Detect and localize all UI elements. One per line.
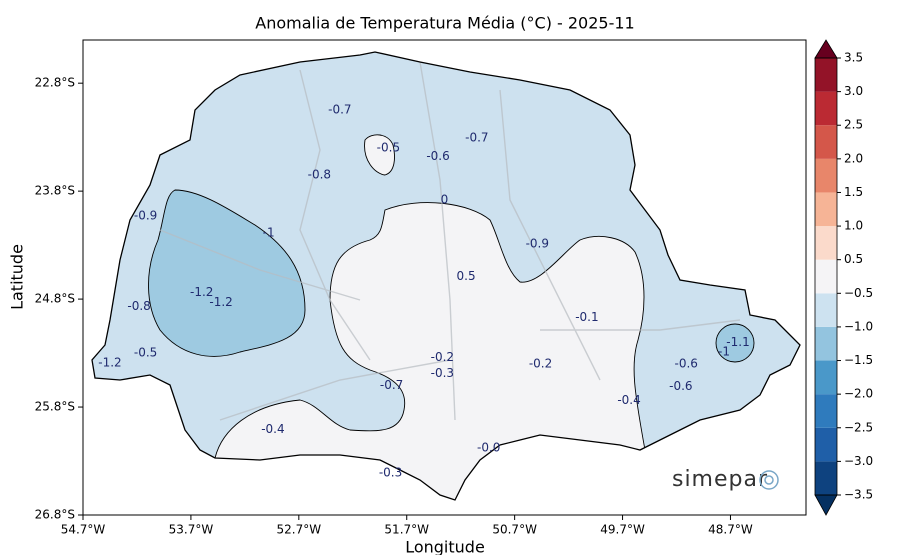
colorbar-bin xyxy=(815,326,837,361)
colorbar-bin xyxy=(815,58,837,92)
contour-label: -0.6 xyxy=(426,149,449,163)
contour-label: -0.9 xyxy=(526,237,549,251)
colorbar-bin xyxy=(815,394,837,428)
contour-label: 0 xyxy=(441,192,449,206)
contour-label: -0.2 xyxy=(529,356,552,370)
contour-label: -1 xyxy=(718,344,730,358)
state-border xyxy=(91,51,801,501)
contour-label: -1.2 xyxy=(190,285,213,299)
colorbar-tick-label: 2.5 xyxy=(844,118,863,132)
x-tick-label: 50.7°W xyxy=(492,523,537,537)
colorbar-bin xyxy=(815,293,837,327)
region-fill xyxy=(198,202,646,500)
region-border xyxy=(159,61,741,421)
x-tick-label: 51.7°W xyxy=(384,523,429,537)
x-tick-label: 53.7°W xyxy=(169,523,214,537)
x-tick-label: 48.7°W xyxy=(708,523,753,537)
contour-label: 0.5 xyxy=(457,269,476,283)
plot-frame xyxy=(82,39,807,516)
colorbar-bin xyxy=(815,461,837,495)
x-tick-label: 54.7°W xyxy=(61,523,106,537)
y-tick-label: 24.8°S xyxy=(35,292,75,306)
y-axis-label: Latitude xyxy=(8,244,27,310)
contour-label: -0.0 xyxy=(477,441,500,455)
colorbar-tick-label: −3.5 xyxy=(844,488,873,502)
colorbar-under xyxy=(814,494,838,516)
contour-label: -0.6 xyxy=(675,356,698,370)
colorbar-tick-label: −3.0 xyxy=(844,454,873,468)
region-fill xyxy=(715,323,755,363)
colorbar-tick-label: 1.5 xyxy=(844,185,863,199)
region-fill xyxy=(148,189,306,357)
colorbar-over xyxy=(814,39,838,59)
contour-label: -0.3 xyxy=(379,465,402,479)
colorbar-bin xyxy=(815,259,837,294)
x-tick-label: 52.7°W xyxy=(277,523,322,537)
colorbar-bin xyxy=(815,360,837,395)
x-axis-label: Longitude xyxy=(405,538,485,556)
colorbar-bin xyxy=(815,192,837,227)
colorbar-bin xyxy=(815,226,837,260)
contour-label: -1.2 xyxy=(209,295,232,309)
contour-label: -0.2 xyxy=(431,350,454,364)
colorbar-bin xyxy=(815,125,837,159)
y-tick-label: 22.8°S xyxy=(35,76,75,90)
logo-icon xyxy=(764,475,774,485)
colorbar-bin xyxy=(815,91,837,126)
contour-label: -0.4 xyxy=(261,422,284,436)
contour-label: -0.4 xyxy=(617,393,640,407)
contour-label: -0.7 xyxy=(465,131,488,145)
contour-label: -0.5 xyxy=(377,140,400,154)
contour-label: -0.5 xyxy=(134,346,157,360)
colorbar-tick-label: −2.5 xyxy=(844,420,873,434)
y-tick-label: 23.8°S xyxy=(35,184,75,198)
contour-label: -0.3 xyxy=(431,366,454,380)
contour-label: -1.1 xyxy=(726,335,749,349)
colorbar-tick-label: 0.5 xyxy=(844,252,863,266)
colorbar-tick-label: 2.0 xyxy=(844,151,863,165)
y-tick-label: 25.8°S xyxy=(35,400,75,414)
colorbar-tick-label: 3.5 xyxy=(844,51,863,65)
contour-label: -0.9 xyxy=(134,208,157,222)
x-tick-label: 49.7°W xyxy=(600,523,645,537)
colorbar-tick-label: −1.5 xyxy=(844,353,873,367)
y-tick-label: 26.8°S xyxy=(35,508,75,522)
contour-label: -0.7 xyxy=(380,378,403,392)
contour-label: -0.7 xyxy=(328,103,351,117)
logo: simepar xyxy=(672,467,768,492)
contour-label: -1 xyxy=(263,226,275,240)
colorbar-tick-label: −1.0 xyxy=(844,319,873,333)
colorbar-tick-label: −2.0 xyxy=(844,387,873,401)
colorbar-bin xyxy=(815,427,837,462)
region-fill xyxy=(364,134,395,176)
logo-icon xyxy=(759,470,779,490)
contour-label: -0.8 xyxy=(127,299,150,313)
colorbar-bin xyxy=(815,158,837,193)
colorbar-tick-label: −0.5 xyxy=(844,286,873,300)
contour-label: -0.8 xyxy=(308,167,331,181)
map-title: Anomalia de Temperatura Média (°C) - 202… xyxy=(255,14,634,33)
colorbar-frame xyxy=(814,57,838,496)
contour-label: -0.1 xyxy=(575,310,598,324)
colorbar-tick-label: 1.0 xyxy=(844,219,863,233)
contour-label: -0.6 xyxy=(669,379,692,393)
contour-label: -1.2 xyxy=(98,355,121,369)
colorbar-tick-label: 3.0 xyxy=(844,84,863,98)
